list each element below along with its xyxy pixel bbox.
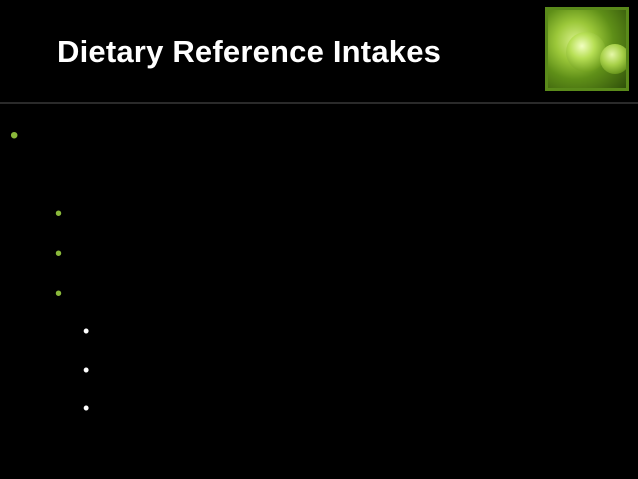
- bullet-level2-item: Reduce risk of chronic diseases: [69, 245, 352, 267]
- pea-shape: [566, 32, 606, 72]
- bullet-level3-item: 10-35% kcalories from protein: [96, 400, 336, 420]
- bullet-level2-item: Adequate energy and nutrients: [69, 205, 343, 227]
- bullet-dot-icon: •: [55, 283, 63, 305]
- bullet-level1-line2: Ranges (AMDR): [40, 160, 217, 187]
- slide-title: Dietary Reference Intakes: [57, 34, 442, 69]
- bullet-dot-icon: •: [83, 398, 90, 418]
- title-divider: [0, 102, 638, 104]
- bullet-dot-icon: •: [83, 360, 90, 380]
- bullet-dot-icon: •: [83, 321, 90, 341]
- pea-shape: [600, 44, 626, 74]
- bullet-level1-line1: Acceptable Macronutrient Distribution: [40, 124, 439, 151]
- bullet-dot-icon: •: [10, 122, 19, 149]
- bullet-level3-item: 45-65% kcalories from carbohydrate: [96, 323, 386, 343]
- green-peas-image: [545, 7, 629, 91]
- bullet-level2-item: Range: [69, 285, 128, 307]
- title-bar: Dietary Reference Intakes: [0, 0, 638, 103]
- bullet-level3-item: 20-35% kcalories from fat: [96, 362, 301, 382]
- bullet-dot-icon: •: [55, 243, 63, 265]
- bullet-dot-icon: •: [55, 203, 63, 225]
